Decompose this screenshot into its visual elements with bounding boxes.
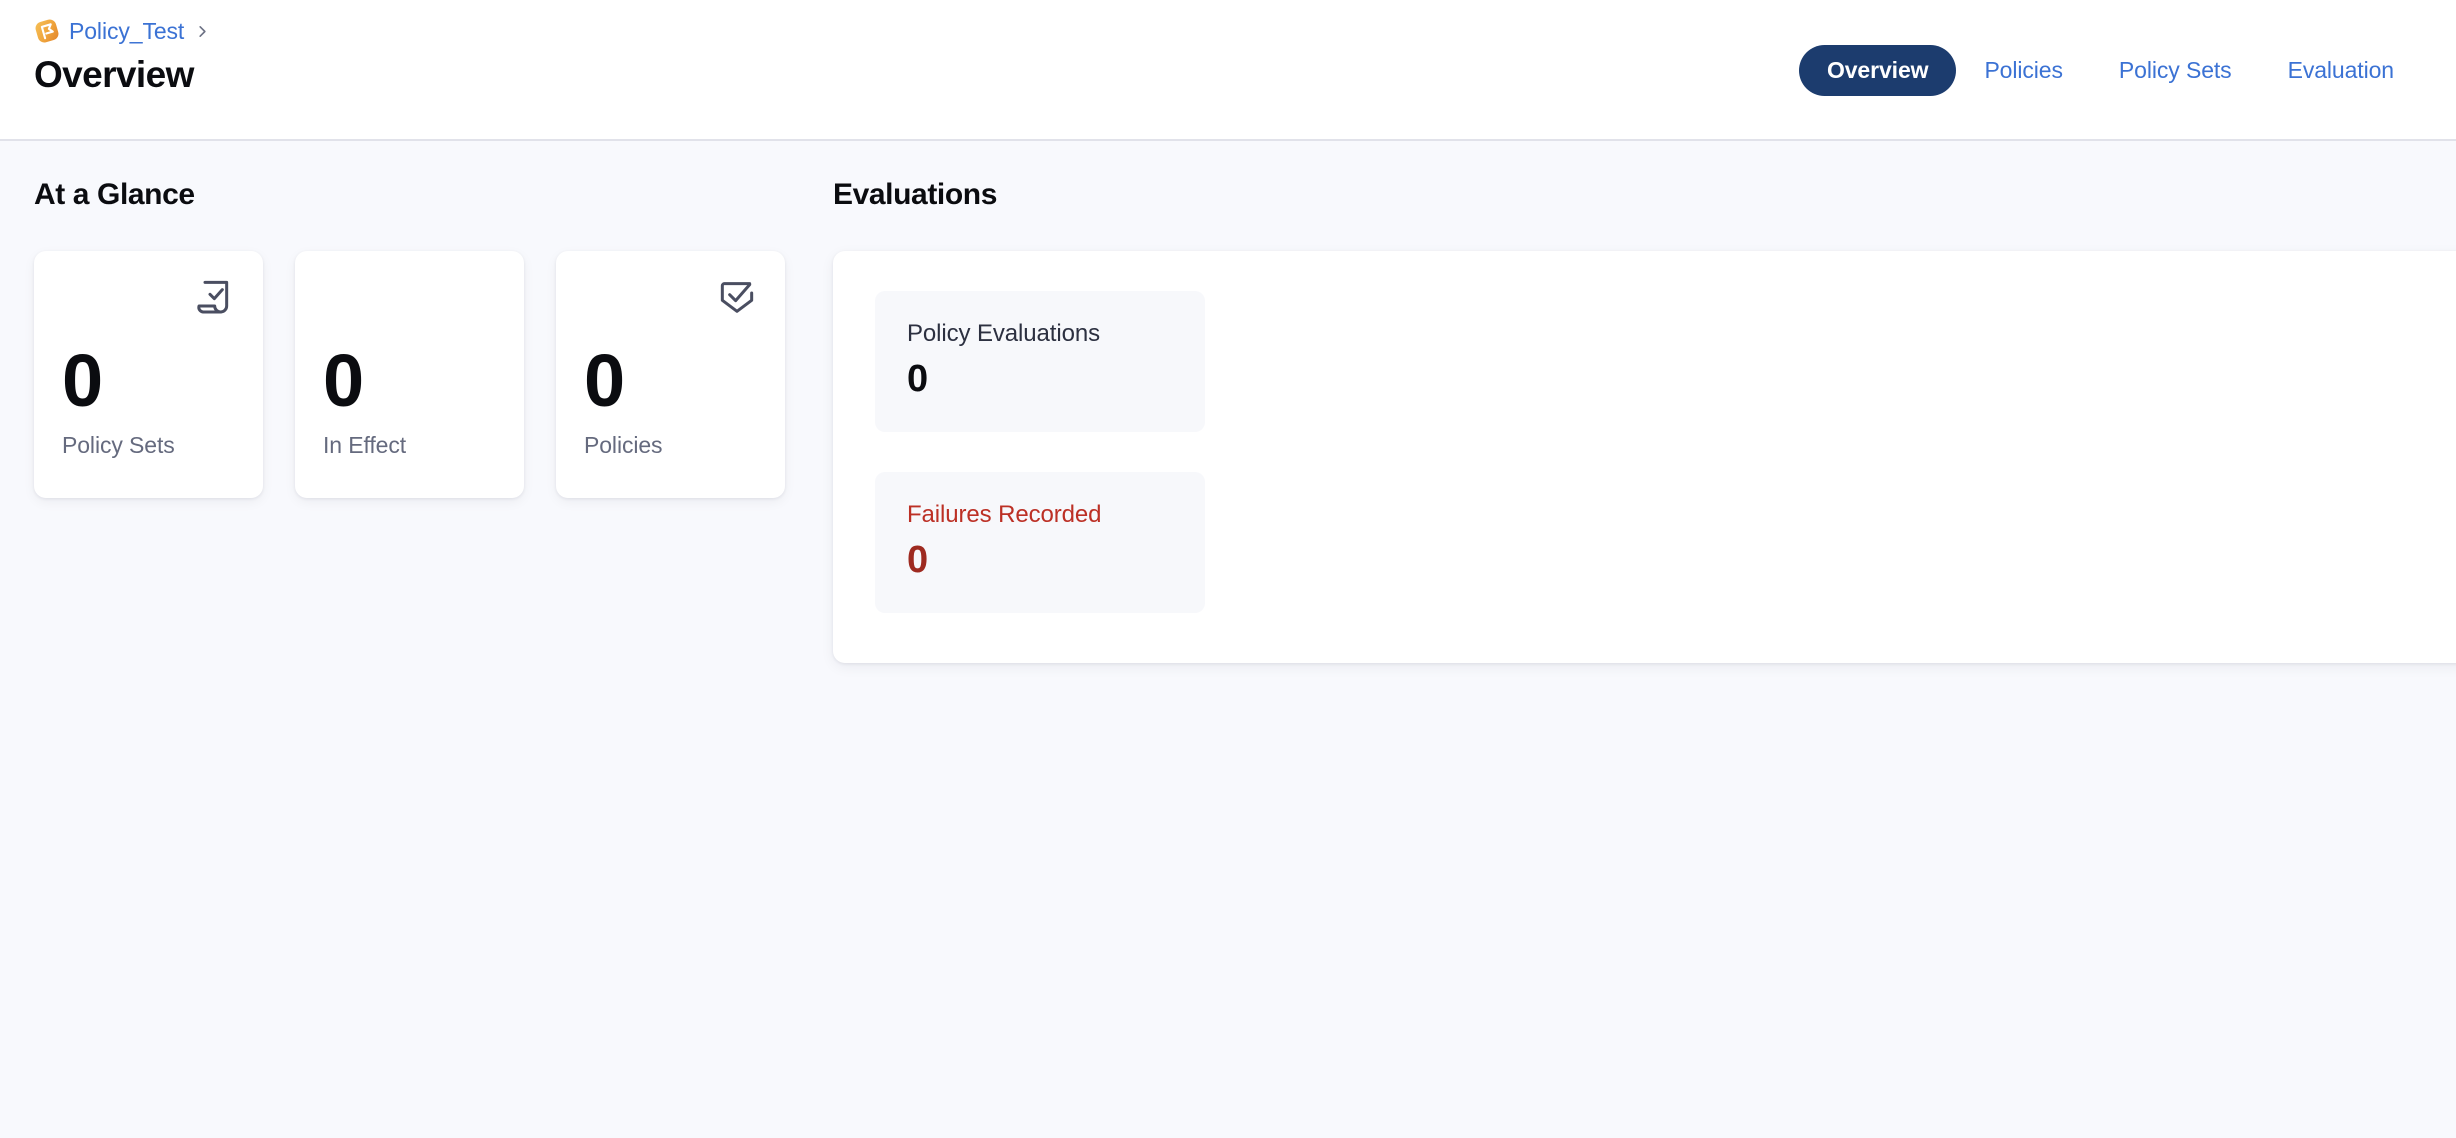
eval-stat-failures-recorded[interactable]: Failures Recorded 0 (875, 472, 1205, 613)
at-a-glance-heading: At a Glance (34, 178, 195, 211)
glance-card-label: In Effect (323, 432, 407, 458)
evaluations-heading: Evaluations (833, 178, 997, 211)
tab-overview[interactable]: Overview (1798, 45, 1957, 96)
glance-card-value: 0 (62, 339, 103, 422)
main-content: At a Glance 0 Policy Sets 0 In Effect (0, 141, 2456, 1138)
glance-card-in-effect[interactable]: 0 In Effect (295, 251, 524, 498)
at-a-glance-section: At a Glance 0 Policy Sets 0 In Effect (0, 141, 833, 498)
eval-stat-value: 0 (907, 358, 928, 400)
eval-stat-label: Failures Recorded (907, 501, 1102, 528)
primary-nav-tabs: Overview Policies Policy Sets Evaluation (1798, 45, 2422, 96)
breadcrumb-workspace-link[interactable]: Policy_Test (69, 18, 185, 44)
glance-card-list: 0 Policy Sets 0 In Effect 0 Policies (34, 251, 833, 498)
tab-evaluation[interactable]: Evaluation (2287, 57, 2395, 83)
tab-policy-sets[interactable]: Policy Sets (2118, 57, 2232, 83)
evaluations-panel: Policy Evaluations 0 Failures Recorded 0 (833, 251, 2456, 663)
eval-stat-value: 0 (907, 539, 928, 581)
sentinel-policy-logo-icon (34, 18, 60, 44)
glance-card-label: Policies (584, 432, 663, 458)
eval-stat-label: Policy Evaluations (907, 320, 1100, 347)
evaluations-section: Evaluations Policy Evaluations 0 Failure… (833, 141, 2456, 663)
document-check-icon (195, 277, 235, 317)
app-header: Policy_Test Overview Overview Policies P… (0, 0, 2456, 141)
page-title: Overview (34, 54, 194, 95)
glance-card-policy-sets[interactable]: 0 Policy Sets (34, 251, 263, 498)
glance-card-value: 0 (584, 339, 625, 422)
glance-card-value: 0 (323, 339, 364, 422)
breadcrumb: Policy_Test (34, 16, 210, 46)
tab-policies[interactable]: Policies (1984, 57, 2063, 83)
chevron-right-icon (195, 24, 210, 39)
glance-card-policies[interactable]: 0 Policies (556, 251, 785, 498)
header-left: Policy_Test Overview (34, 0, 210, 98)
eval-stat-policy-evaluations[interactable]: Policy Evaluations 0 (875, 291, 1205, 432)
glance-card-label: Policy Sets (62, 432, 175, 458)
shield-check-icon (717, 277, 757, 317)
